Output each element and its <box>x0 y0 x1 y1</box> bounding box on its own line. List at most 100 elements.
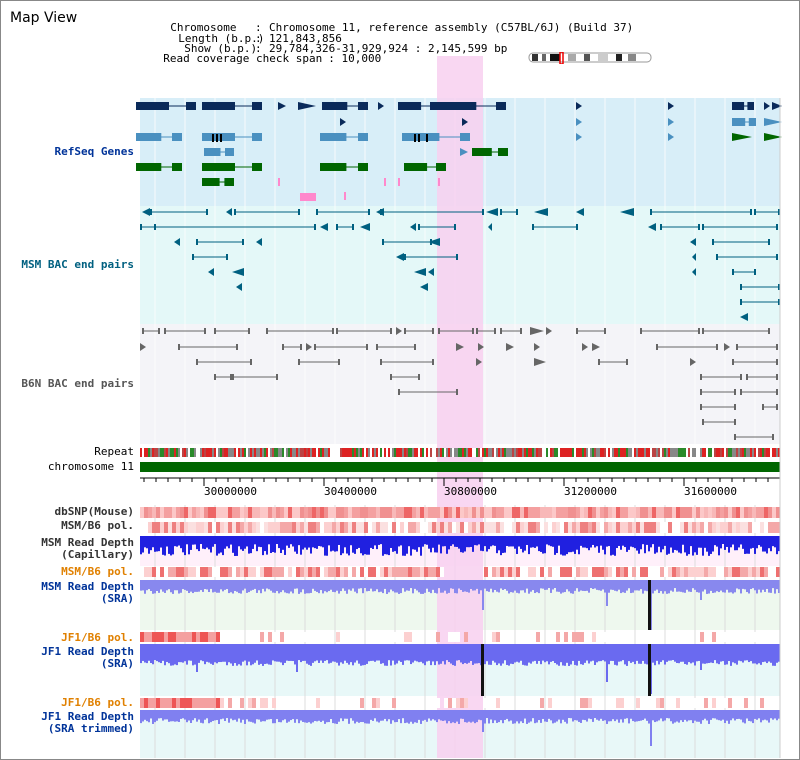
jf1-trim-depth-bar <box>224 710 226 722</box>
jf1-trim-depth-bar <box>290 710 292 721</box>
dbsnp-mark <box>448 507 452 518</box>
msm-pol2-mark <box>396 567 400 577</box>
bac-end <box>196 239 198 245</box>
bac-end-arrow <box>620 208 634 216</box>
jf1-trim-depth-bar <box>534 710 536 724</box>
repeat-mark <box>736 448 738 457</box>
jf1-trim-depth-bar <box>710 710 712 720</box>
jf1-sra-depth-bar <box>490 644 492 665</box>
msm-sra-depth-bar <box>200 580 202 591</box>
jf1-pol-mark <box>540 632 544 642</box>
dbsnp-mark <box>360 507 364 518</box>
msm-pol-mark <box>712 522 716 533</box>
msm-cap-depth-bar <box>202 536 204 549</box>
repeat-mark <box>546 448 548 457</box>
msm-pol-mark <box>184 522 188 533</box>
msm-sra-depth-bar <box>322 580 324 594</box>
msm-pol-mark <box>764 522 768 533</box>
msm-cap-depth-bar <box>456 536 458 547</box>
msm-sra-depth-bar <box>438 580 440 589</box>
read-value: 10,000 <box>341 52 382 65</box>
msm-sra-depth-bar <box>334 580 336 593</box>
axis-tick-label: 30800000 <box>444 485 497 498</box>
jf1-depth-trim-line2: (SRA trimmed) <box>47 722 134 735</box>
jf1-trim-depth-bar <box>456 710 458 722</box>
msm-cap-depth-bar <box>274 536 276 553</box>
track-label-refseq[interactable]: RefSeq Genes <box>54 145 134 158</box>
jf1-sra-depth-bar <box>776 644 778 663</box>
dbsnp-mark <box>664 507 668 518</box>
jf1-trim-depth-bar <box>166 710 168 720</box>
b6n-end <box>700 404 702 410</box>
jf1-pol2-mark <box>700 698 704 708</box>
repeat-mark <box>156 448 158 457</box>
jf1-sra-depth-bar <box>720 644 722 662</box>
msm-sra-depth-bar <box>450 580 452 589</box>
repeat-mark <box>636 448 638 457</box>
msm-cap-depth-bar <box>278 536 280 549</box>
msm-pol-mark <box>524 522 528 533</box>
jf1-trim-depth-bar <box>740 710 742 720</box>
track-label-dbsnp[interactable]: dbSNP(Mouse) <box>54 505 134 518</box>
track-label-jf1-depth-sra[interactable]: JF1 Read Depth (SRA) <box>41 646 134 670</box>
jf1-trim-depth-bar <box>640 710 642 721</box>
msm-sra-depth-bar <box>586 580 588 591</box>
jf1-trim-depth-bar <box>536 710 538 723</box>
b6n-end <box>640 328 642 334</box>
repeat-mark <box>702 448 704 457</box>
repeat-mark <box>272 448 274 457</box>
msm-sra-depth-bar <box>272 580 274 593</box>
jf1-sra-depth-bar <box>270 644 272 665</box>
repeat-mark <box>434 448 436 457</box>
repeat-mark <box>336 448 338 457</box>
repeat-mark <box>198 448 200 457</box>
track-label-jf1-depth-trim[interactable]: JF1 Read Depth (SRA trimmed) <box>41 711 134 735</box>
jf1-pol2-mark <box>196 698 200 708</box>
track-label-jf1-b6-pol2[interactable]: JF1/B6 pol. <box>61 696 134 709</box>
repeat-mark <box>442 448 444 457</box>
msm-pol2-mark <box>404 567 408 577</box>
msm-cap-depth-bar <box>536 536 538 547</box>
jf1-trim-depth-bar <box>702 710 704 721</box>
jf1-sra-depth-bar <box>440 644 442 664</box>
jf1-sra-depth-bar <box>438 644 440 665</box>
track-label-msm-b6-pol2[interactable]: MSM/B6 pol. <box>61 565 134 578</box>
track-label-b6n-bac[interactable]: B6N BAC end pairs <box>21 377 134 390</box>
bac-end <box>576 224 578 230</box>
msm-pol2-mark <box>676 567 680 577</box>
jf1-sra-depth-bar <box>598 644 600 662</box>
repeat-mark <box>760 448 762 457</box>
exon-detail <box>216 134 218 142</box>
msm-pol-mark <box>556 522 560 533</box>
msm-pol-mark <box>392 522 396 533</box>
msm-sra-depth-bar <box>258 580 260 591</box>
track-label-msm-b6-pol[interactable]: MSM/B6 pol. <box>61 519 134 532</box>
msm-pol-mark <box>400 522 404 533</box>
msm-pol-mark <box>304 522 308 533</box>
msm-pol2-mark <box>584 567 588 577</box>
msm-cap-depth-bar <box>158 536 160 552</box>
jf1-trim-depth-bar <box>280 710 282 723</box>
track-label-jf1-b6-pol[interactable]: JF1/B6 pol. <box>61 631 134 644</box>
msm-cap-depth-bar <box>320 536 322 547</box>
pseudogene-mark <box>438 178 440 186</box>
jf1-trim-depth-bar <box>316 710 318 722</box>
jf1-pol-mark <box>180 632 184 642</box>
track-label-msm-depth-sra[interactable]: MSM Read Depth (SRA) <box>41 581 134 605</box>
track-label-msm-depth-cap[interactable]: MSM Read Depth (Capillary) <box>41 537 134 561</box>
msm-pol-mark <box>664 522 668 533</box>
chromosome-ideogram[interactable] <box>528 52 654 64</box>
b6n-end <box>366 344 368 350</box>
track-label-msm-bac[interactable]: MSM BAC end pairs <box>21 258 134 271</box>
gene-marker <box>378 102 384 110</box>
repeat-mark <box>748 448 750 457</box>
pseudogene-mark <box>278 178 280 186</box>
jf1-trim-depth-bar <box>168 710 170 722</box>
msm-cap-depth-bar <box>714 536 716 546</box>
repeat-mark <box>656 448 658 457</box>
msm-cap-depth-bar <box>298 536 300 546</box>
dbsnp-mark <box>260 507 264 518</box>
msm-pol-mark <box>772 522 776 533</box>
msm-cap-depth-bar <box>250 536 252 554</box>
